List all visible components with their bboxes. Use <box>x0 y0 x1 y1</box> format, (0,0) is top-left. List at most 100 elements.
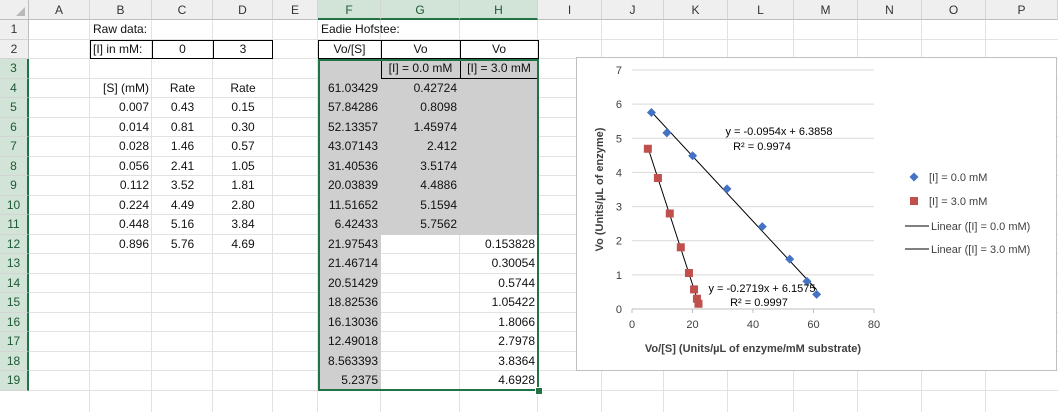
inhibitor-value-0[interactable]: 0 <box>179 41 186 56</box>
substrate-cell[interactable]: 0.224 <box>118 197 149 212</box>
substrate-cell[interactable]: 0.056 <box>118 158 149 173</box>
rate0-cell[interactable]: 5.16 <box>170 217 195 231</box>
rate3-cell[interactable]: 0.57 <box>231 139 255 153</box>
column-header-k[interactable]: K <box>664 0 728 20</box>
vos-cell[interactable]: 21.46714 <box>327 256 378 270</box>
column-header-j[interactable]: J <box>602 0 664 20</box>
eadie-hofstee-title[interactable]: Eadie Hofstee: <box>321 22 400 36</box>
rate3-cell[interactable]: 1.81 <box>231 178 255 192</box>
row-header-10[interactable]: 10 <box>0 195 29 215</box>
row-header-13[interactable]: 13 <box>0 254 29 274</box>
vos-cell[interactable]: 16.13036 <box>327 314 378 329</box>
vos-cell[interactable]: 20.51429 <box>327 275 378 290</box>
rate0-cell[interactable]: 5.76 <box>170 236 195 251</box>
row-header-14[interactable]: 14 <box>0 273 29 293</box>
row-header-9[interactable]: 9 <box>0 176 29 196</box>
column-header-c[interactable]: C <box>152 0 213 20</box>
header-vo0[interactable]: Vo <box>413 41 428 56</box>
subheader-vo3[interactable]: [I] = 3.0 mM <box>467 61 531 75</box>
vos-cell[interactable]: 18.82536 <box>327 295 378 309</box>
vo0-cell[interactable]: 0.8098 <box>420 100 457 114</box>
row-header-15[interactable]: 15 <box>0 293 29 313</box>
row-header-18[interactable]: 18 <box>0 351 29 371</box>
vo3-cell[interactable]: 0.30054 <box>491 256 535 270</box>
column-header-g[interactable]: G <box>381 0 460 20</box>
vo3-cell[interactable]: 0.153828 <box>484 236 535 251</box>
vos-cell[interactable]: 31.40536 <box>327 158 378 173</box>
vo3-cell[interactable]: 1.05422 <box>491 295 535 309</box>
substrate-cell[interactable]: 0.112 <box>119 178 149 192</box>
vo0-cell[interactable]: 3.5174 <box>420 158 457 173</box>
rate3-cell[interactable]: 0.15 <box>231 100 255 114</box>
row-header-17[interactable]: 17 <box>0 332 29 352</box>
vos-cell[interactable]: 43.07143 <box>327 139 378 153</box>
column-header-d[interactable]: D <box>213 0 273 20</box>
inhibitor-value-3[interactable]: 3 <box>239 41 247 56</box>
vo0-cell[interactable]: 5.1594 <box>420 197 457 212</box>
column-header-e[interactable]: E <box>273 0 318 20</box>
vos-cell[interactable]: 57.84286 <box>327 100 378 114</box>
row-header-5[interactable]: 5 <box>0 98 29 118</box>
row-header-1[interactable]: 1 <box>0 20 29 40</box>
rate3-cell[interactable]: 2.80 <box>231 197 255 212</box>
vos-cell[interactable]: 52.13357 <box>327 119 378 134</box>
header-rate-3[interactable]: Rate <box>230 80 256 95</box>
rate0-cell[interactable]: 2.41 <box>170 158 195 173</box>
header-rate-0[interactable]: Rate <box>169 80 196 95</box>
vos-cell[interactable]: 8.563393 <box>327 353 378 368</box>
substrate-cell[interactable]: 0.014 <box>118 119 149 134</box>
row-header-6[interactable]: 6 <box>0 117 29 137</box>
header-substrate[interactable]: [S] (mM) <box>103 80 149 95</box>
row-header-12[interactable]: 12 <box>0 234 29 254</box>
column-header-n[interactable]: N <box>858 0 922 20</box>
substrate-cell[interactable]: 0.007 <box>118 100 149 114</box>
column-header-b[interactable]: B <box>90 0 152 20</box>
rate0-cell[interactable]: 4.49 <box>170 197 195 212</box>
row-header-19[interactable]: 19 <box>0 371 29 391</box>
vos-cell[interactable]: 21.97543 <box>327 236 378 251</box>
raw-data-title[interactable]: Raw data: <box>93 22 148 36</box>
vos-cell[interactable]: 6.42433 <box>334 217 378 231</box>
vo0-cell[interactable]: 5.7562 <box>420 217 457 231</box>
row-header-4[interactable]: 4 <box>0 78 29 98</box>
column-header-f[interactable]: F <box>318 0 381 20</box>
vo3-cell[interactable]: 3.8364 <box>498 353 535 368</box>
vo3-cell[interactable]: 4.6928 <box>498 373 535 387</box>
substrate-cell[interactable]: 0.028 <box>118 139 149 153</box>
vos-cell[interactable]: 11.51652 <box>328 197 378 212</box>
subheader-vo0[interactable]: [I] = 0.0 mM <box>388 61 453 75</box>
vos-cell[interactable]: 12.49018 <box>327 334 378 348</box>
vos-cell[interactable]: 5.2375 <box>341 373 378 387</box>
column-header-o[interactable]: O <box>922 0 986 20</box>
vo0-cell[interactable]: 1.45974 <box>413 119 457 134</box>
inhibitor-label[interactable]: [I] in mM: <box>93 41 143 56</box>
fill-handle[interactable] <box>535 386 543 395</box>
vo3-cell[interactable]: 2.7978 <box>498 334 535 348</box>
rate3-cell[interactable]: 1.05 <box>231 158 255 173</box>
column-header-i[interactable]: I <box>538 0 602 20</box>
rate0-cell[interactable]: 1.46 <box>170 139 195 153</box>
row-header-7[interactable]: 7 <box>0 137 29 157</box>
column-header-a[interactable]: A <box>29 0 90 20</box>
column-header-p[interactable]: P <box>986 0 1058 20</box>
vo0-cell[interactable]: 2.412 <box>426 139 457 153</box>
substrate-cell[interactable]: 0.448 <box>118 217 149 231</box>
rate3-cell[interactable]: 3.84 <box>231 217 255 231</box>
eadie-hofstee-chart[interactable]: 0 1 2 3 4 5 6 7 0 20 40 60 80 Vo/[S] (Units/µL of enz… <box>576 57 1057 371</box>
vo3-cell[interactable]: 0.5744 <box>498 275 535 290</box>
column-header-m[interactable]: M <box>794 0 858 20</box>
row-header-8[interactable]: 8 <box>0 156 29 176</box>
rate3-cell[interactable]: 4.69 <box>231 236 255 251</box>
row-header-2[interactable]: 2 <box>0 39 29 59</box>
row-header-16[interactable]: 16 <box>0 312 29 332</box>
rate0-cell[interactable]: 0.43 <box>170 100 195 114</box>
rate0-cell[interactable]: 3.52 <box>170 178 195 192</box>
vo3-cell[interactable]: 1.8066 <box>498 314 535 329</box>
header-vo3[interactable]: Vo <box>491 41 506 56</box>
vo0-cell[interactable]: 0.42724 <box>413 80 457 95</box>
substrate-cell[interactable]: 0.896 <box>118 236 149 251</box>
column-header-h[interactable]: H <box>460 0 538 20</box>
vos-cell[interactable]: 61.03429 <box>327 80 378 95</box>
vo0-cell[interactable]: 4.4886 <box>420 178 457 192</box>
